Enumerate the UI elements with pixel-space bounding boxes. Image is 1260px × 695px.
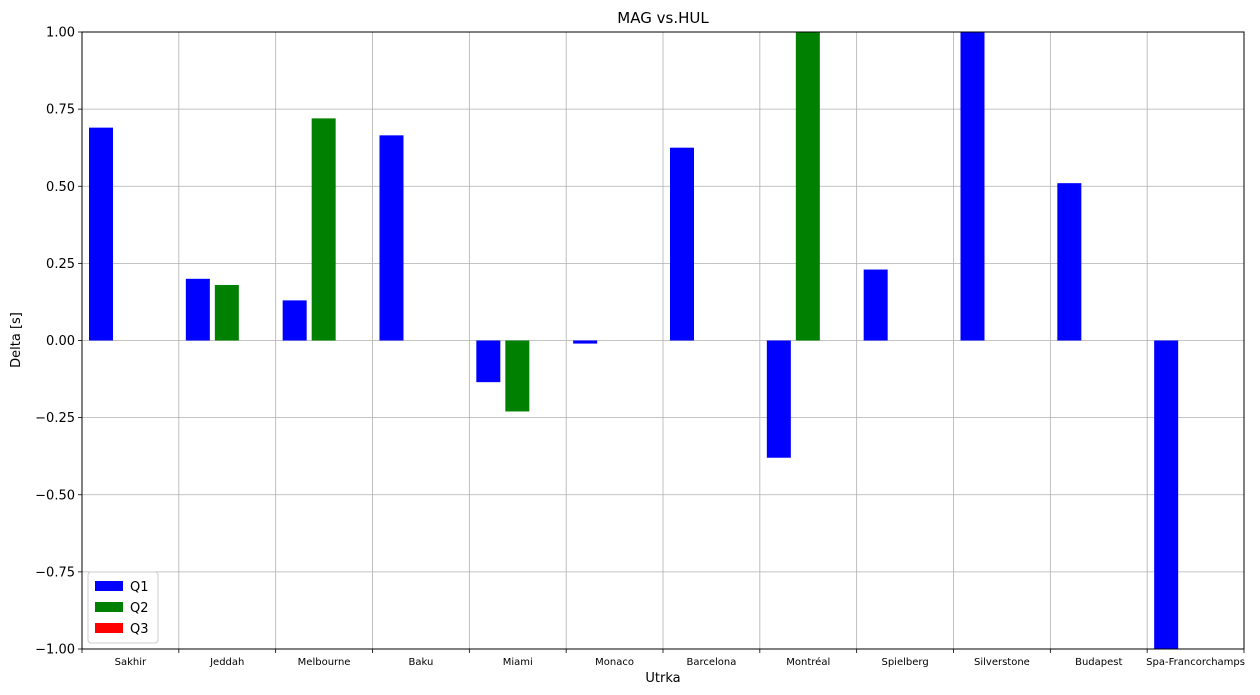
bar-q1: [863, 269, 888, 341]
y-tick-label: 0.25: [46, 257, 75, 272]
bar-q1: [1154, 340, 1179, 649]
bar-q1: [379, 135, 404, 341]
x-tick-label: Spielberg: [881, 657, 928, 668]
bar-q2: [795, 32, 820, 341]
bar-q1: [476, 340, 501, 383]
legend-swatch-q1: [95, 581, 123, 591]
bar-q1: [185, 278, 210, 341]
x-axis-label: Utrka: [645, 671, 680, 686]
x-tick-label: Baku: [409, 657, 434, 668]
y-tick-label: 1.00: [46, 26, 75, 41]
y-tick-label: 0.50: [46, 180, 75, 195]
y-tick-label: −0.75: [35, 565, 75, 580]
x-axis: Sakhir Jeddah Melbourne Baku Miami Monaco Barc…: [81, 649, 1245, 668]
legend-label-q3: Q3: [130, 622, 149, 637]
bar-q1: [670, 147, 694, 341]
bar-q2: [505, 340, 530, 412]
legend-swatch-q2: [95, 602, 123, 612]
bar-q2: [214, 284, 239, 341]
x-tick-label: Spa-Francorchamps: [1146, 657, 1245, 668]
x-tick-label: Sakhir: [115, 657, 147, 668]
x-tick-label: Budapest: [1075, 657, 1122, 668]
legend-label-q2: Q2: [130, 601, 149, 616]
bar-q1: [282, 300, 307, 341]
bar-q1: [573, 340, 598, 344]
y-tick-label: −1.00: [35, 643, 75, 658]
legend: Q1 Q2 Q3: [87, 571, 159, 644]
y-tick-label: 0.75: [46, 103, 75, 118]
y-tick-label: −0.25: [35, 411, 75, 426]
y-tick-label: −0.50: [35, 488, 75, 503]
legend-swatch-q3: [95, 623, 123, 633]
bar-q2: [311, 118, 336, 341]
y-axis-label: Delta [s]: [9, 312, 24, 368]
x-tick-label: Jeddah: [209, 657, 244, 668]
y-axis: −1.00 −0.75 −0.50 −0.25 0.00 0.25 0.50 0.75 1.00: [35, 26, 82, 658]
chart-title: MAG vs.HUL: [617, 9, 709, 27]
y-tick-label: 0.00: [46, 334, 75, 349]
bar-q1: [89, 127, 113, 341]
x-tick-label: Monaco: [595, 657, 634, 668]
bar-q1: [766, 340, 791, 458]
bar-q1: [960, 32, 985, 341]
x-tick-label: Melbourne: [298, 657, 351, 668]
bars-layer: [89, 32, 1179, 649]
x-tick-label: Miami: [503, 657, 533, 668]
x-tick-label: Montréal: [786, 656, 830, 668]
x-tick-label: Silverstone: [974, 657, 1030, 668]
bar-q1: [1057, 183, 1082, 341]
legend-label-q1: Q1: [130, 580, 149, 595]
x-tick-label: Barcelona: [686, 657, 736, 668]
